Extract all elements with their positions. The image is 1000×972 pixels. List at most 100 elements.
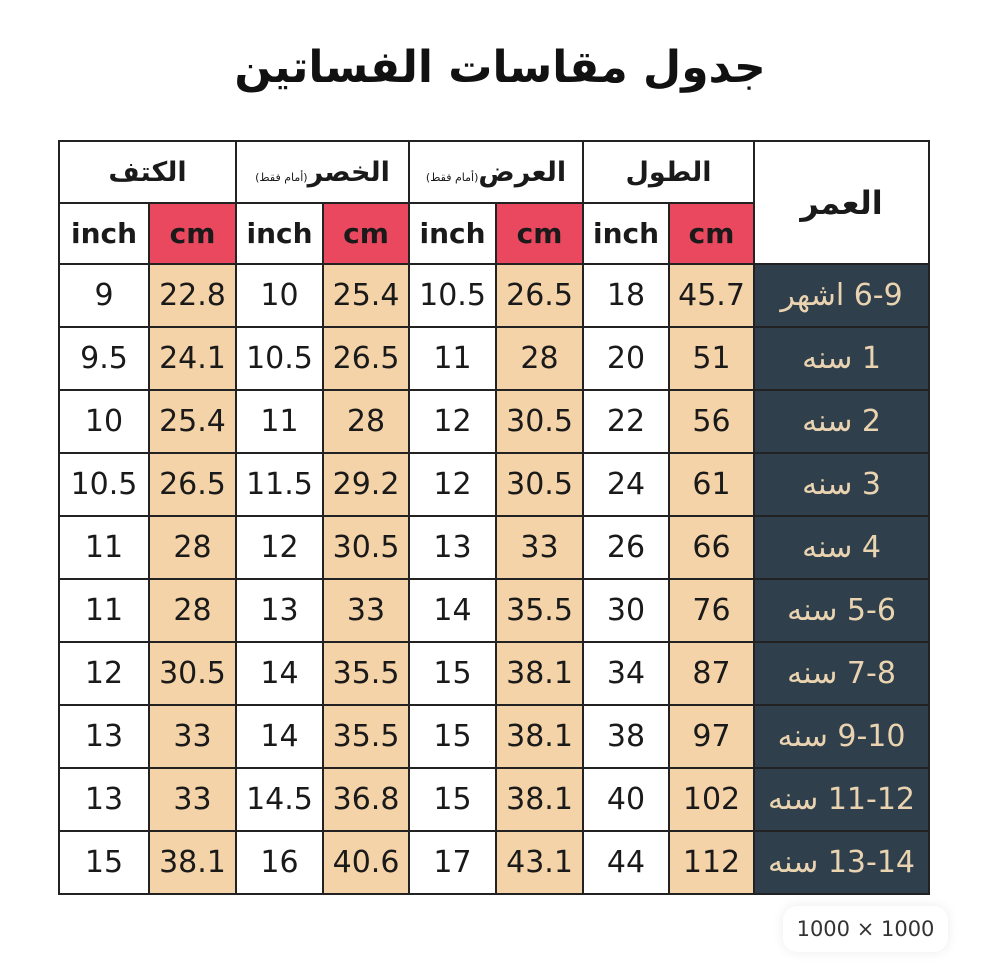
width-cm-cell: 30.5 — [495, 389, 585, 454]
unit-inch: inch — [58, 202, 150, 265]
age-cell: 3 سنه — [753, 452, 931, 517]
age-cell: 13-14 سنه — [753, 830, 931, 895]
unit-inch: inch — [582, 202, 671, 265]
length-cm-cell: 61 — [668, 452, 756, 517]
age-cell: 2 سنه — [753, 389, 931, 454]
length-cm-cell: 66 — [668, 515, 756, 580]
table-row: 9 22.8 10 25.4 10.5 26.5 18 45.7 6-9 اشهر — [58, 263, 931, 328]
shoulder-cm-cell: 33 — [148, 767, 237, 832]
length-cm-cell: 51 — [668, 326, 756, 391]
header-length: الطول — [582, 140, 756, 204]
waist-in-cell: 14.5 — [235, 767, 324, 832]
width-cm-cell: 35.5 — [495, 578, 585, 643]
length-cm-cell: 45.7 — [668, 263, 756, 328]
waist-in-cell: 14 — [235, 704, 324, 769]
unit-inch: inch — [235, 202, 324, 265]
waist-cm-cell: 26.5 — [321, 326, 411, 391]
unit-cm: cm — [148, 202, 237, 265]
width-in-cell: 12 — [408, 452, 498, 517]
waist-in-cell: 11.5 — [235, 452, 324, 517]
table-row: 15 38.1 16 40.6 17 43.1 44 112 13-14 سنه — [58, 830, 931, 895]
waist-cm-cell: 29.2 — [321, 452, 411, 517]
shoulder-in-cell: 10 — [58, 389, 150, 454]
width-cm-cell: 38.1 — [495, 641, 585, 706]
table-row: 9.5 24.1 10.5 26.5 11 28 20 51 1 سنه — [58, 326, 931, 391]
shoulder-cm-cell: 33 — [148, 704, 237, 769]
age-cell: 11-12 سنه — [753, 767, 931, 832]
width-in-cell: 13 — [408, 515, 498, 580]
waist-cm-cell: 30.5 — [321, 515, 411, 580]
shoulder-in-cell: 10.5 — [58, 452, 150, 517]
unit-cm: cm — [495, 202, 585, 265]
shoulder-in-cell: 9.5 — [58, 326, 150, 391]
age-cell: 5-6 سنه — [753, 578, 931, 643]
waist-in-cell: 14 — [235, 641, 324, 706]
length-in-cell: 40 — [582, 767, 671, 832]
length-cm-cell: 76 — [668, 578, 756, 643]
shoulder-in-cell: 12 — [58, 641, 150, 706]
length-in-cell: 26 — [582, 515, 671, 580]
width-cm-cell: 33 — [495, 515, 585, 580]
unit-cm: cm — [668, 202, 756, 265]
length-in-cell: 30 — [582, 578, 671, 643]
waist-in-cell: 10 — [235, 263, 324, 328]
shoulder-in-cell: 15 — [58, 830, 150, 895]
width-in-cell: 15 — [408, 767, 498, 832]
length-in-cell: 20 — [582, 326, 671, 391]
shoulder-cm-cell: 38.1 — [148, 830, 237, 895]
age-cell: 9-10 سنه — [753, 704, 931, 769]
width-in-cell: 15 — [408, 704, 498, 769]
image-size-badge: 1000 × 1000 — [783, 906, 948, 952]
unit-inch: inch — [408, 202, 498, 265]
length-in-cell: 44 — [582, 830, 671, 895]
waist-in-cell: 13 — [235, 578, 324, 643]
shoulder-cm-cell: 24.1 — [148, 326, 237, 391]
age-cell: 6-9 اشهر — [753, 263, 931, 328]
waist-cm-cell: 36.8 — [321, 767, 411, 832]
shoulder-cm-cell: 25.4 — [148, 389, 237, 454]
unit-cm: cm — [321, 202, 411, 265]
age-cell: 7-8 سنه — [753, 641, 931, 706]
waist-in-cell: 16 — [235, 830, 324, 895]
header-shoulder: الكتف — [58, 140, 237, 204]
width-cm-cell: 38.1 — [495, 704, 585, 769]
length-in-cell: 18 — [582, 263, 671, 328]
length-in-cell: 22 — [582, 389, 671, 454]
length-in-cell: 38 — [582, 704, 671, 769]
waist-in-cell: 12 — [235, 515, 324, 580]
table-row: 10 25.4 11 28 12 30.5 22 56 2 سنه — [58, 389, 931, 454]
shoulder-cm-cell: 28 — [148, 578, 237, 643]
shoulder-cm-cell: 26.5 — [148, 452, 237, 517]
header-width-note: (أمام فقط) — [425, 170, 479, 184]
width-cm-cell: 30.5 — [495, 452, 585, 517]
shoulder-in-cell: 9 — [58, 263, 150, 328]
length-cm-cell: 112 — [668, 830, 756, 895]
shoulder-cm-cell: 30.5 — [148, 641, 237, 706]
shoulder-cm-cell: 22.8 — [148, 263, 237, 328]
size-table: الكتف الخصر(أمام فقط) العرض(أمام فقط) ال… — [58, 140, 931, 895]
length-cm-cell: 56 — [668, 389, 756, 454]
waist-in-cell: 11 — [235, 389, 324, 454]
header-age: العمر — [753, 140, 931, 265]
table-row: 13 33 14.5 36.8 15 38.1 40 102 11-12 سنه — [58, 767, 931, 832]
width-in-cell: 11 — [408, 326, 498, 391]
width-cm-cell: 28 — [495, 326, 585, 391]
width-cm-cell: 38.1 — [495, 767, 585, 832]
length-cm-cell: 102 — [668, 767, 756, 832]
width-in-cell: 17 — [408, 830, 498, 895]
shoulder-in-cell: 13 — [58, 767, 150, 832]
shoulder-in-cell: 11 — [58, 515, 150, 580]
shoulder-in-cell: 13 — [58, 704, 150, 769]
header-width: العرض(أمام فقط) — [408, 140, 585, 204]
width-cm-cell: 43.1 — [495, 830, 585, 895]
table-row: 11 28 13 33 14 35.5 30 76 5-6 سنه — [58, 578, 931, 643]
waist-in-cell: 10.5 — [235, 326, 324, 391]
waist-cm-cell: 35.5 — [321, 704, 411, 769]
length-cm-cell: 97 — [668, 704, 756, 769]
age-cell: 1 سنه — [753, 326, 931, 391]
shoulder-in-cell: 11 — [58, 578, 150, 643]
waist-cm-cell: 33 — [321, 578, 411, 643]
length-in-cell: 34 — [582, 641, 671, 706]
length-in-cell: 24 — [582, 452, 671, 517]
length-cm-cell: 87 — [668, 641, 756, 706]
